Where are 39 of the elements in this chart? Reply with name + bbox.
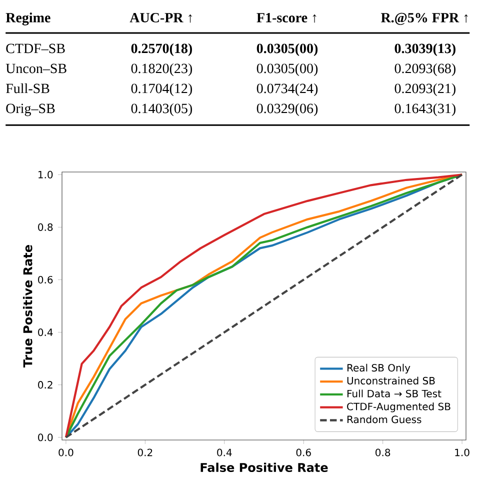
text: 0.1820(23) (131, 63, 192, 76)
category-label: Regime (6, 12, 50, 26)
text: 0.1403(05) (131, 103, 192, 116)
text: Uncon–SB (6, 64, 66, 74)
category-label: F1-score ↑ (256, 13, 316, 23)
legend-label: Random Guess (347, 415, 422, 424)
legend-label: CTDF-Augmented SB (347, 402, 450, 412)
text: 0.2093(68) (394, 63, 456, 76)
text: 0.0305(00) (256, 43, 318, 56)
text: Orig–SB (6, 104, 55, 116)
text: Full-SB (6, 83, 50, 94)
y-axis-title: True Positive Rate (22, 245, 32, 368)
y-tick-label: 0.2 (38, 381, 52, 389)
x-tick-label: 0.8 (376, 448, 390, 456)
y-tick-label: 0.8 (38, 223, 53, 231)
x-axis-title: False Positive Rate (200, 462, 328, 472)
y-tick-label: 0.4 (38, 328, 53, 336)
x-tick-label: 0.0 (58, 448, 74, 456)
text: 0.2570(18) (131, 43, 192, 56)
text: 0.0734(24) (256, 83, 318, 96)
legend-label: Full Data → SB Test (347, 390, 442, 398)
y-tick-label: 0.0 (38, 434, 53, 442)
text: 0.0329(06) (256, 103, 318, 116)
x-tick-label: 0.6 (296, 448, 311, 456)
text: 0.3039(13) (394, 43, 456, 56)
category-label: AUC-PR ↑ (130, 12, 192, 23)
x-tick-label: 0.4 (217, 448, 232, 456)
legend-label: Real SB Only (347, 364, 410, 374)
y-tick-label: 0.6 (38, 276, 53, 284)
text: 0.0305(00) (256, 63, 318, 76)
text: CTDF–SB (6, 44, 65, 54)
y-tick-label: 1.0 (38, 170, 53, 178)
text: 0.2093(21) (394, 83, 456, 96)
category-label: R.@5% FPR ↑ (380, 12, 468, 25)
legend-label: Unconstrained SB (347, 376, 435, 384)
x-tick-label: 1.0 (455, 448, 470, 456)
text: 0.1643(31) (394, 103, 456, 116)
x-tick-label: 0.2 (138, 448, 152, 456)
text: 0.1704(12) (131, 83, 192, 96)
